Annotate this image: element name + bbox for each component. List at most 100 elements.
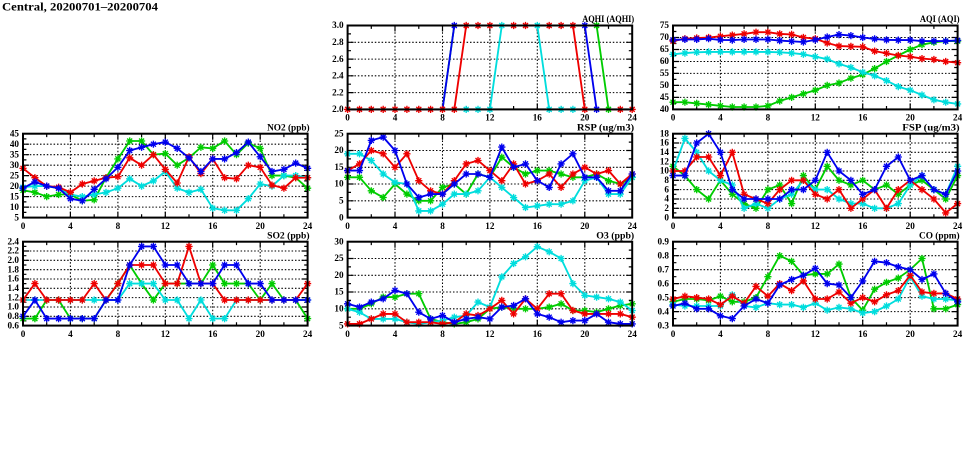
svg-text:20: 20 [580,221,590,231]
svg-text:24: 24 [953,329,963,339]
svg-text:4: 4 [68,329,73,339]
svg-text:0.8: 0.8 [658,250,670,260]
svg-text:1.2: 1.2 [8,292,20,302]
svg-text:20: 20 [906,329,916,339]
svg-text:4: 4 [718,329,723,339]
svg-text:40: 40 [660,104,670,114]
svg-text:0: 0 [339,212,344,222]
svg-text:16: 16 [858,113,868,123]
svg-text:20: 20 [580,329,590,339]
svg-text:0.9: 0.9 [658,236,670,246]
svg-text:4: 4 [718,113,723,123]
svg-text:10: 10 [334,179,344,189]
svg-text:70: 70 [660,32,670,42]
svg-text:16: 16 [858,329,868,339]
svg-text:5: 5 [339,320,344,330]
svg-text:8: 8 [440,329,445,339]
svg-text:24: 24 [303,221,313,231]
svg-text:1.0: 1.0 [8,302,20,312]
svg-text:20: 20 [256,221,266,231]
svg-text:0: 0 [345,113,350,123]
svg-text:0.3: 0.3 [658,320,670,330]
svg-text:0.7: 0.7 [658,264,670,274]
svg-text:2.4: 2.4 [332,71,344,81]
svg-text:16: 16 [858,221,868,231]
svg-text:8: 8 [766,221,771,231]
svg-text:0.4: 0.4 [658,306,670,316]
svg-text:14: 14 [660,147,670,157]
svg-text:25: 25 [334,253,344,263]
svg-text:1.6: 1.6 [8,274,20,284]
svg-text:12: 12 [161,221,171,231]
svg-text:3.0: 3.0 [332,20,344,30]
svg-text:16: 16 [533,329,543,339]
svg-text:30: 30 [10,160,20,170]
svg-text:16: 16 [533,221,543,231]
svg-text:24: 24 [628,221,638,231]
svg-text:12: 12 [811,221,821,231]
svg-text:2.4: 2.4 [8,236,20,246]
svg-text:12: 12 [161,329,171,339]
svg-text:12: 12 [485,113,495,123]
svg-text:45: 45 [660,92,670,102]
svg-text:0.6: 0.6 [8,320,20,330]
svg-text:4: 4 [393,329,398,339]
svg-text:55: 55 [660,68,670,78]
svg-text:40: 40 [10,139,20,149]
svg-text:5: 5 [339,196,344,206]
svg-text:24: 24 [953,113,963,123]
svg-text:0: 0 [671,329,676,339]
svg-text:12: 12 [660,156,670,166]
svg-text:10: 10 [660,166,670,176]
svg-text:4: 4 [68,221,73,231]
svg-text:20: 20 [256,329,266,339]
svg-text:0.5: 0.5 [658,292,670,302]
svg-text:AQI (AQI): AQI (AQI) [920,14,960,24]
svg-text:O3 (ppb): O3 (ppb) [596,230,634,240]
svg-text:0: 0 [345,221,350,231]
svg-text:10: 10 [10,202,20,212]
svg-text:15: 15 [334,287,344,297]
svg-text:60: 60 [660,56,670,66]
svg-text:20: 20 [334,145,344,155]
svg-text:45: 45 [10,128,20,138]
svg-text:6: 6 [664,184,669,194]
svg-text:8: 8 [440,113,445,123]
svg-text:18: 18 [660,128,670,138]
svg-text:30: 30 [334,236,344,246]
svg-text:15: 15 [10,191,20,201]
svg-text:4: 4 [664,194,669,204]
svg-text:NO2 (ppb): NO2 (ppb) [267,122,310,132]
svg-text:8: 8 [116,221,121,231]
svg-text:15: 15 [334,162,344,172]
svg-text:20: 20 [334,270,344,280]
svg-text:20: 20 [906,221,916,231]
svg-text:8: 8 [664,175,669,185]
svg-text:2.6: 2.6 [332,54,344,64]
svg-text:AQHI (AQHI): AQHI (AQHI) [582,14,634,24]
svg-text:12: 12 [811,329,821,339]
svg-text:16: 16 [208,221,218,231]
svg-text:24: 24 [953,221,963,231]
svg-text:FSP (ug/m3): FSP (ug/m3) [902,122,959,132]
svg-text:16: 16 [208,329,218,339]
svg-text:12: 12 [485,221,495,231]
svg-text:4: 4 [393,221,398,231]
svg-text:12: 12 [485,329,495,339]
svg-text:2.2: 2.2 [332,87,344,97]
svg-text:2.2: 2.2 [8,246,20,256]
svg-text:0: 0 [345,329,350,339]
svg-text:2.8: 2.8 [332,37,344,47]
svg-text:24: 24 [628,329,638,339]
svg-text:16: 16 [533,113,543,123]
svg-text:2: 2 [664,203,669,213]
svg-text:5: 5 [14,212,19,222]
svg-text:0: 0 [21,221,26,231]
svg-text:8: 8 [440,221,445,231]
svg-text:8: 8 [116,329,121,339]
svg-text:0: 0 [671,221,676,231]
svg-text:4: 4 [718,221,723,231]
svg-text:1.8: 1.8 [8,264,20,274]
svg-text:0: 0 [671,113,676,123]
svg-text:4: 4 [393,113,398,123]
